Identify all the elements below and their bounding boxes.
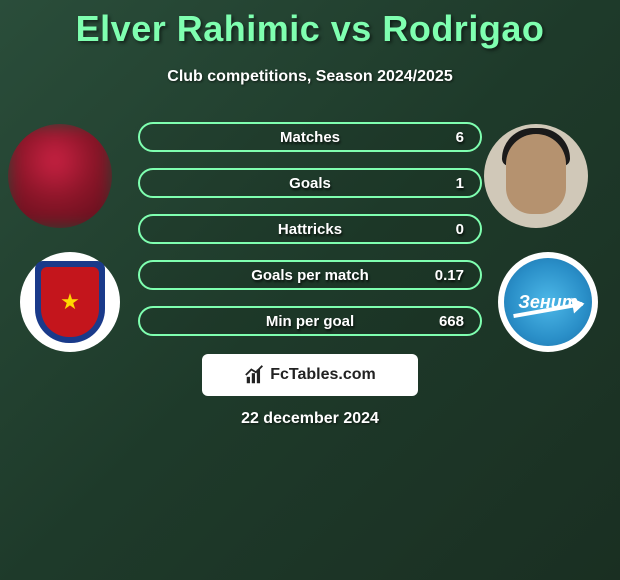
zenit-label: Зенит (518, 292, 577, 313)
branding-text: FcTables.com (270, 366, 376, 384)
cska-shield-icon: ★ (35, 261, 105, 343)
stat-value: 668 (439, 313, 464, 330)
stat-value: 1 (456, 175, 464, 192)
player-left-club-badge: ★ (20, 252, 120, 352)
stat-label: Goals (140, 175, 480, 192)
player-left-photo (8, 124, 112, 228)
date-label: 22 december 2024 (0, 410, 620, 428)
stat-row-goals: Goals 1 (138, 168, 482, 198)
stat-label: Hattricks (140, 221, 480, 238)
stat-row-matches: Matches 6 (138, 122, 482, 152)
page-title: Elver Rahimic vs Rodrigao (0, 0, 620, 50)
subtitle: Club competitions, Season 2024/2025 (0, 68, 620, 86)
bar-chart-icon (244, 364, 266, 386)
star-icon: ★ (60, 289, 80, 315)
stat-row-hattricks: Hattricks 0 (138, 214, 482, 244)
stat-label: Min per goal (140, 313, 480, 330)
stat-label: Goals per match (140, 267, 480, 284)
player-right-avatar (484, 124, 588, 228)
stats-bars: Matches 6 Goals 1 Hattricks 0 Goals per … (138, 122, 482, 352)
zenit-circle-icon: Зенит (504, 258, 592, 346)
branding-badge: FcTables.com (202, 354, 418, 396)
player-left-avatar (8, 124, 112, 228)
stat-value: 0 (456, 221, 464, 238)
stat-row-goals-per-match: Goals per match 0.17 (138, 260, 482, 290)
player-right-photo (484, 124, 588, 228)
stat-value: 6 (456, 129, 464, 146)
stat-value: 0.17 (435, 267, 464, 284)
player-right-club-badge: Зенит (498, 252, 598, 352)
stat-label: Matches (140, 129, 480, 146)
stat-row-min-per-goal: Min per goal 668 (138, 306, 482, 336)
